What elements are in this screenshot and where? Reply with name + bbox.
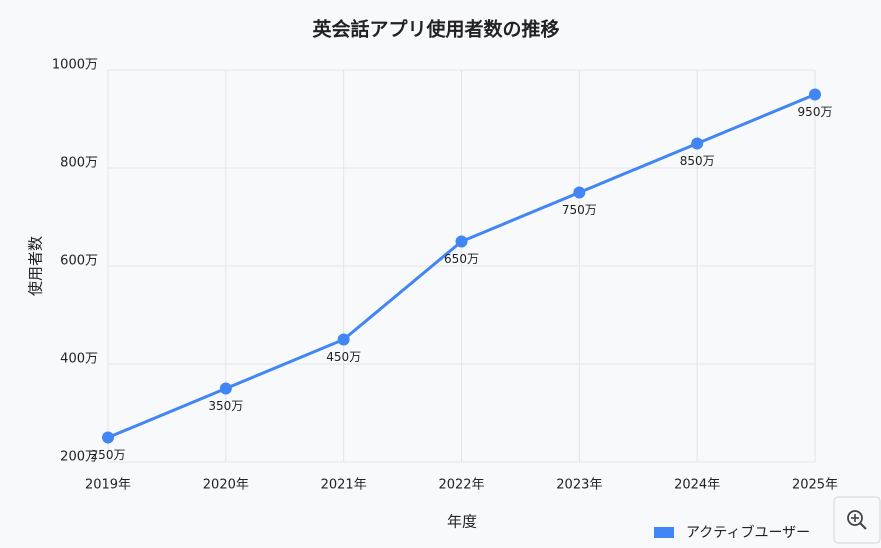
x-tick-label: 2025年 <box>792 478 838 493</box>
data-point <box>809 88 821 101</box>
y-tick-label: 600万 <box>60 254 98 269</box>
x-tick-label: 2022年 <box>438 478 484 493</box>
zoom-button-box[interactable] <box>833 496 881 544</box>
y-tick-label: 200万 <box>60 450 98 465</box>
x-tick-label: 2023年 <box>556 478 602 493</box>
x-tick-label: 2019年 <box>85 478 131 493</box>
data-point <box>337 333 350 346</box>
x-tick-label: 2020年 <box>203 478 249 493</box>
data-point <box>102 431 114 444</box>
zoom-icon <box>859 522 867 530</box>
data-point <box>573 186 586 199</box>
data-label: 950万 <box>798 105 833 119</box>
zoom-icon <box>847 510 863 526</box>
y-tick-label: 1000万 <box>52 58 98 73</box>
data-point <box>691 137 704 150</box>
x-tick-label: 2024年 <box>674 478 720 493</box>
y-axis-title: 使用者数 <box>27 236 45 296</box>
zoom-button[interactable] <box>833 496 881 544</box>
data-label: 350万 <box>208 399 243 413</box>
y-tick-label: 400万 <box>60 352 98 367</box>
legend-label: アクティブユーザー <box>686 524 810 541</box>
data-label: 850万 <box>680 154 715 168</box>
data-label: 750万 <box>562 203 597 217</box>
data-point <box>455 235 468 248</box>
data-label: 250万 <box>91 448 126 462</box>
x-tick-label: 2021年 <box>321 478 367 493</box>
data-point <box>219 382 232 395</box>
data-label: 650万 <box>444 252 479 266</box>
y-tick-label: 800万 <box>60 156 98 171</box>
chart-title: 英会話アプリ使用者数の推移 <box>312 18 559 41</box>
data-label: 450万 <box>326 350 361 364</box>
legend-swatch <box>654 527 674 538</box>
x-axis-title: 年度 <box>447 513 477 531</box>
